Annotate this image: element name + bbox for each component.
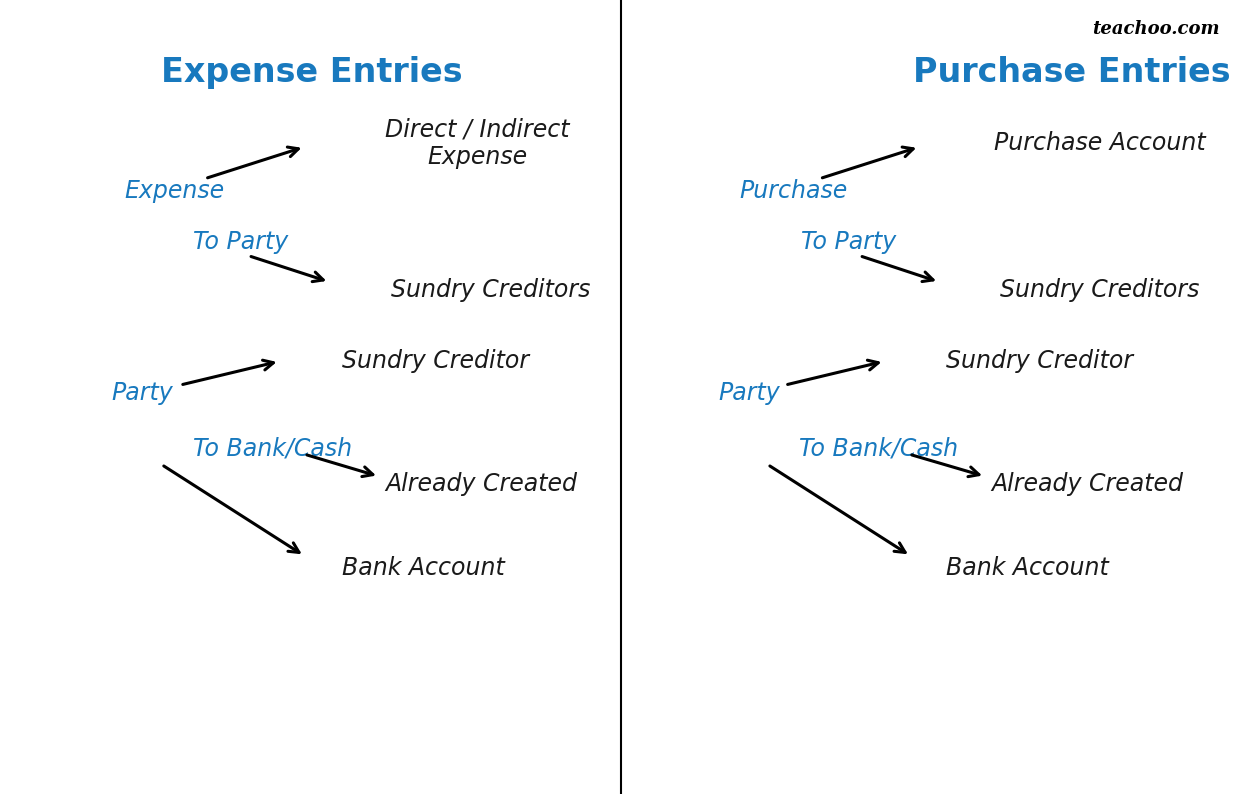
Text: Purchase Entries: Purchase Entries	[913, 56, 1231, 89]
Text: To Party: To Party	[193, 230, 288, 254]
Text: teachoo.com: teachoo.com	[1092, 20, 1220, 38]
Text: Expense Entries: Expense Entries	[161, 56, 463, 89]
Text: To Bank/Cash: To Bank/Cash	[193, 437, 351, 461]
Text: Purchase: Purchase	[739, 179, 847, 202]
Text: Sundry Creditor: Sundry Creditor	[342, 349, 529, 373]
Text: Sundry Creditors: Sundry Creditors	[391, 278, 591, 302]
Text: Bank Account: Bank Account	[946, 556, 1109, 580]
Text: To Bank/Cash: To Bank/Cash	[799, 437, 958, 461]
Text: Bank Account: Bank Account	[342, 556, 504, 580]
Text: To Party: To Party	[801, 230, 897, 254]
Text: Already Created: Already Created	[991, 472, 1184, 496]
Text: Party: Party	[112, 381, 174, 405]
Text: Sundry Creditor: Sundry Creditor	[946, 349, 1134, 373]
Text: Party: Party	[718, 381, 780, 405]
Text: Expense: Expense	[124, 179, 225, 202]
Text: Sundry Creditors: Sundry Creditors	[1000, 278, 1200, 302]
Text: Direct / Indirect
Expense: Direct / Indirect Expense	[385, 117, 570, 169]
Text: Purchase Account: Purchase Account	[994, 131, 1205, 155]
Text: Already Created: Already Created	[385, 472, 578, 496]
